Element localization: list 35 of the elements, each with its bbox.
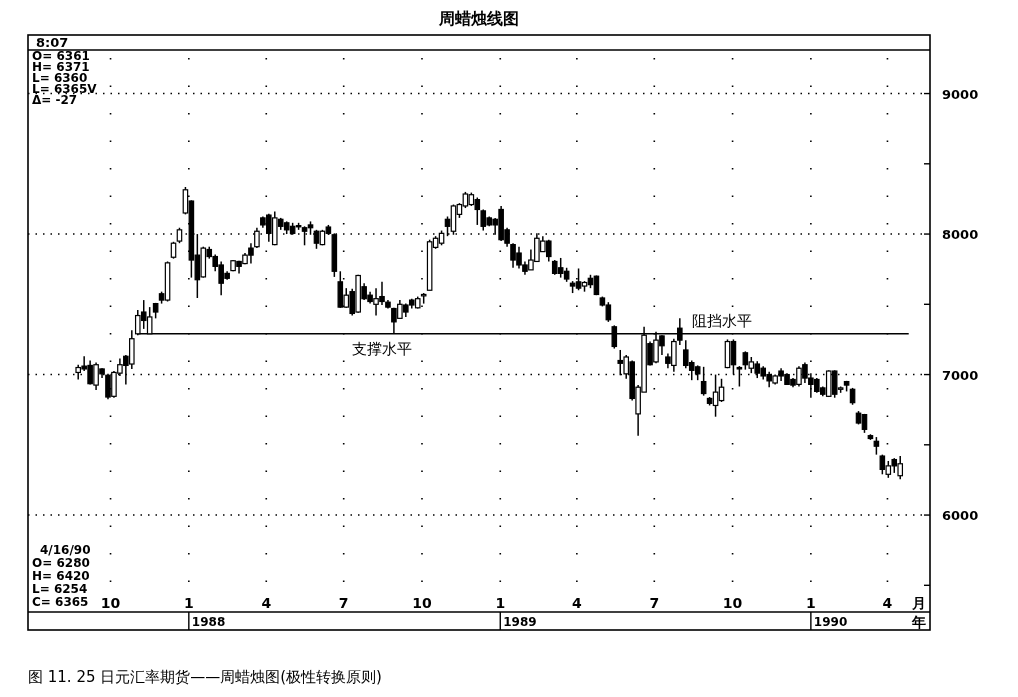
text: 8:07 [36,35,69,50]
y-tick-label: 8000 [942,227,979,243]
text: 年 [911,614,926,630]
annotation: H= 6371 [32,60,90,74]
x-tick-label: 1 [183,595,194,611]
x-tick-label: 10 [100,595,121,611]
y-tick-label: 6000 [942,508,979,524]
text: 1989 [503,615,537,629]
x-tick-label: 10 [412,595,432,611]
annotation: 支撑水平 [351,339,412,358]
chart-title: 周蜡烛线图 [438,9,519,28]
annotation: 月 [911,595,926,611]
x-tick-label: 1 [495,595,506,611]
x-tick-label: 7 [649,595,660,611]
x-tick-label: 4 [261,595,272,611]
text: 1990 [813,615,848,629]
annotation: L= 6254 [32,582,88,596]
annotation: Δ= -27 [32,93,78,107]
caption: 图 11. 25 日元汇率期货——周蜡烛图(极性转换原则) [28,668,382,686]
annotation: 4/16/90 [40,543,91,557]
y-tick-label: 7000 [942,367,979,383]
x-tick-label: 7 [338,595,349,611]
annotation: O= 6361 [32,49,90,63]
x-tick-label: 10 [722,595,743,611]
annotation: C= 6365 [32,595,89,609]
text: 1988 [191,615,226,629]
x-tick-label: 4 [882,595,893,611]
x-tick-label: 1 [805,595,816,611]
annotation: O= 6280 [32,556,90,570]
y-tick-label: 9000 [942,86,979,102]
annotation: L= 6365V [32,82,98,96]
x-tick-label: 4 [571,595,582,611]
annotation: 阻挡水平 [691,311,752,330]
annotation: L= 6360 [32,71,88,85]
annotation: H= 6420 [32,569,90,583]
